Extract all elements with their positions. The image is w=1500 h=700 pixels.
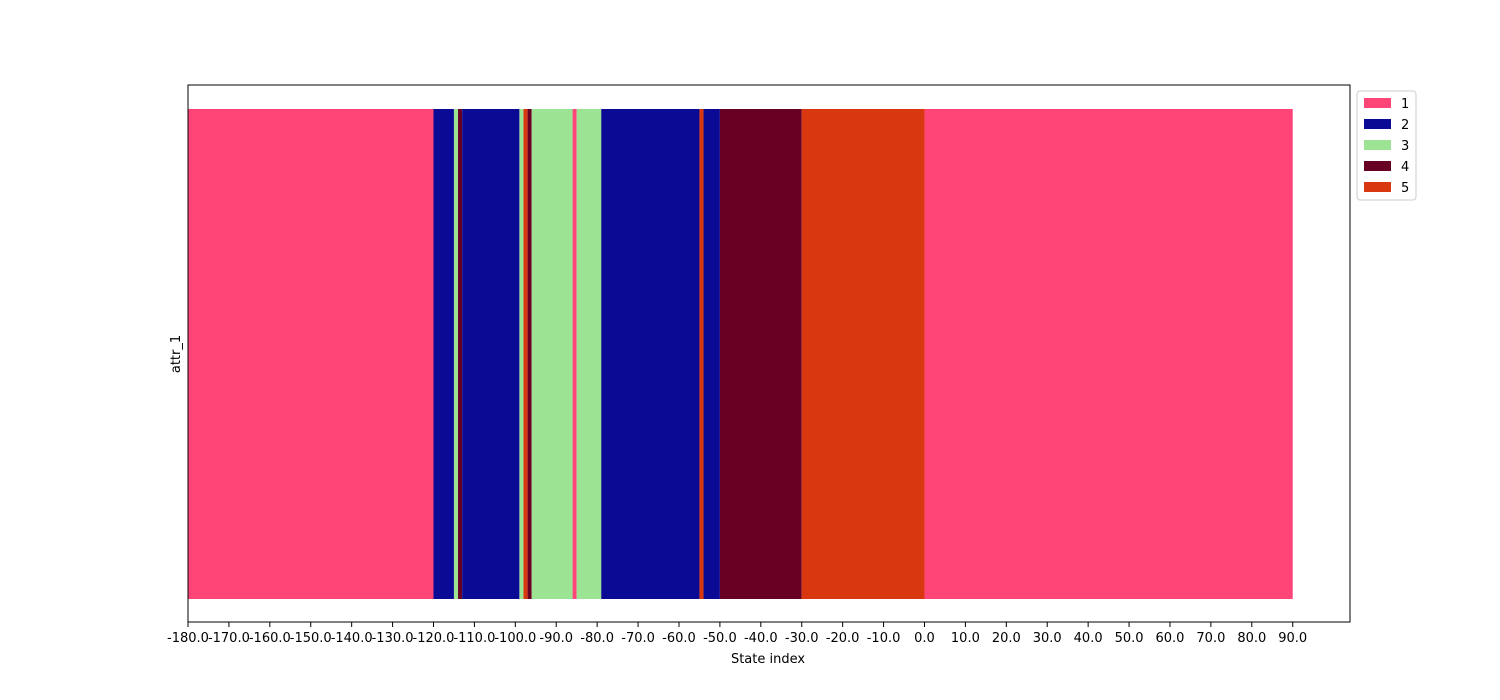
legend-label-4: 4: [1401, 160, 1409, 175]
legend: 1 2 3 4 5: [1356, 90, 1417, 201]
x-tick-label: 10.0: [951, 631, 980, 646]
x-tick-label: 40.0: [1074, 631, 1103, 646]
x-tick-label: -50.0: [703, 631, 737, 646]
x-tick-label: -130.0: [372, 631, 414, 646]
plot-frame: [187, 84, 1351, 623]
segment-state-1: [924, 109, 1293, 599]
segment-state-5: [801, 109, 925, 599]
x-tick-label: -90.0: [539, 631, 573, 646]
segment-state-5: [523, 109, 528, 599]
x-tick-label: -30.0: [785, 631, 819, 646]
x-tick-label: -40.0: [744, 631, 778, 646]
x-tick-label: 50.0: [1115, 631, 1144, 646]
x-tick-label: 90.0: [1278, 631, 1307, 646]
segment-state-4: [719, 109, 802, 599]
segment-state-3: [453, 109, 459, 599]
segment-state-2: [462, 109, 520, 599]
legend-label-2: 2: [1401, 118, 1409, 133]
segment-state-1: [188, 109, 434, 599]
x-tick-label: -150.0: [290, 631, 332, 646]
x-axis-ticks: -180.0-170.0-160.0-150.0-140.0-130.0-120…: [167, 622, 1307, 646]
legend-swatch-5: [1364, 182, 1391, 192]
segment-state-3: [519, 109, 524, 599]
x-tick-label: -110.0: [453, 631, 495, 646]
x-tick-label: -140.0: [331, 631, 373, 646]
state-segments: [188, 109, 1293, 599]
x-tick-label: -70.0: [621, 631, 655, 646]
x-tick-label: -180.0: [167, 631, 209, 646]
x-tick-label: 20.0: [992, 631, 1021, 646]
legend-swatch-1: [1364, 98, 1391, 108]
segment-state-5: [699, 109, 704, 599]
x-tick-label: -20.0: [826, 631, 860, 646]
legend-swatch-4: [1364, 161, 1391, 171]
x-tick-label: -100.0: [494, 631, 536, 646]
x-tick-label: -160.0: [249, 631, 291, 646]
legend-label-1: 1: [1401, 97, 1409, 112]
x-tick-label: -80.0: [580, 631, 614, 646]
segment-state-2: [433, 109, 454, 599]
legend-swatch-3: [1364, 140, 1391, 150]
segment-state-4: [458, 109, 463, 599]
x-tick-label: 30.0: [1033, 631, 1062, 646]
y-axis-label: attr_1: [169, 335, 184, 373]
segment-state-2: [601, 109, 700, 599]
x-tick-label: -120.0: [413, 631, 455, 646]
segment-state-4: [527, 109, 532, 599]
legend-label-3: 3: [1401, 139, 1409, 154]
segment-state-3: [531, 109, 573, 599]
x-tick-label: 80.0: [1237, 631, 1266, 646]
legend-label-5: 5: [1401, 181, 1409, 196]
x-axis-label: State index: [731, 652, 805, 667]
x-tick-label: 60.0: [1155, 631, 1184, 646]
segment-state-1: [572, 109, 577, 599]
x-tick-label: 0.0: [914, 631, 935, 646]
segment-state-3: [576, 109, 602, 599]
x-tick-label: -10.0: [867, 631, 901, 646]
x-tick-label: -60.0: [662, 631, 696, 646]
segment-state-2: [703, 109, 720, 599]
legend-swatch-2: [1364, 119, 1391, 129]
x-tick-label: -170.0: [208, 631, 250, 646]
x-tick-label: 70.0: [1196, 631, 1225, 646]
